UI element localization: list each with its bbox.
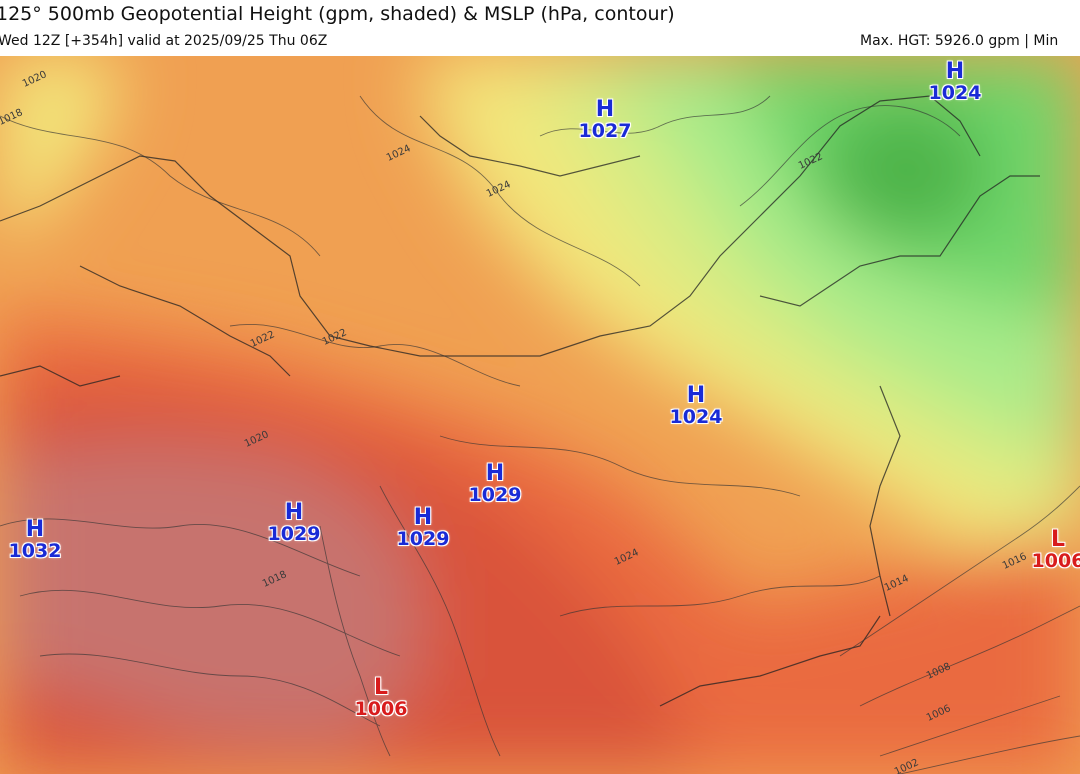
pressure-center-value: 1024 <box>669 406 723 428</box>
mslp-contours <box>0 95 1080 774</box>
pressure-center-value: 1029 <box>267 523 321 545</box>
pressure-center-letter: H <box>686 383 706 408</box>
high-pressure-center: H 1027 <box>579 99 632 141</box>
pressure-center-letter: L <box>1050 527 1066 552</box>
low-pressure-center: L 1006 <box>1032 529 1080 571</box>
chart-title: 125° 500mb Geopotential Height (gpm, sha… <box>0 3 675 25</box>
high-pressure-center: H 1032 <box>9 519 62 561</box>
pressure-center-value: 1032 <box>8 540 62 562</box>
pressure-center-value: 1027 <box>578 120 632 142</box>
pressure-center-letter: H <box>25 517 45 542</box>
pressure-center-value: 1006 <box>354 698 408 720</box>
chart-header: 125° 500mb Geopotential Height (gpm, sha… <box>0 0 1080 56</box>
pressure-center-letter: H <box>485 461 505 486</box>
low-pressure-center: L 1006 <box>355 677 408 719</box>
pressure-center-letter: L <box>373 675 389 700</box>
pressure-center-letter: H <box>284 500 304 525</box>
country-borders <box>0 95 1040 707</box>
pressure-center-value: 1029 <box>396 528 450 550</box>
high-pressure-center: H 1029 <box>397 507 450 549</box>
high-pressure-center: H 1029 <box>469 463 522 505</box>
pressure-center-value: 1006 <box>1031 550 1080 572</box>
weather-map: 1020 1018 1024 1024 1022 1022 1022 1020 … <box>0 56 1080 774</box>
pressure-center-value: 1029 <box>468 484 522 506</box>
height-bands <box>0 56 1080 774</box>
high-pressure-center: H 1029 <box>268 502 321 544</box>
pressure-center-letter: H <box>945 59 965 84</box>
max-height-info: Max. HGT: 5926.0 gpm | Min <box>860 33 1059 49</box>
pressure-center-letter: H <box>413 505 433 530</box>
high-pressure-center: H 1024 <box>670 385 723 427</box>
high-pressure-center: H 1024 <box>929 61 982 103</box>
height-shading <box>0 56 1080 774</box>
forecast-valid-time: Wed 12Z [+354h] valid at 2025/09/25 Thu … <box>0 33 328 49</box>
pressure-center-letter: H <box>595 97 615 122</box>
pressure-center-value: 1024 <box>928 82 982 104</box>
